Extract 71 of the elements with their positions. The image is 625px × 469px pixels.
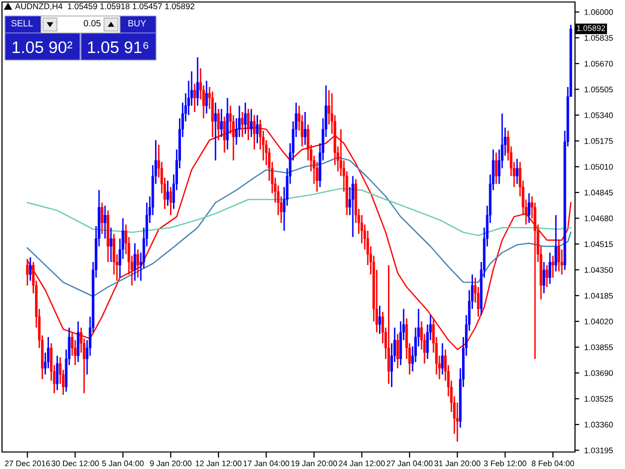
y-tick-label: 1.05835 [584,35,613,41]
y-tick-label: 1.03360 [584,422,613,428]
y-tick-label: 1.03690 [584,370,613,376]
x-tick-label: 8 Feb 04:00 [532,460,574,466]
x-tick-label: 19 Jan 20:00 [291,460,338,466]
candlestick [76,320,80,363]
x-tick-label: 31 Jan 20:00 [434,460,480,466]
candlestick [196,56,199,106]
text: 1.05892 [577,25,606,32]
candlestick [256,114,259,144]
y-tick-label: 1.04185 [584,292,613,299]
candlestick [441,342,444,376]
candlestick [166,180,170,206]
y-tick-label: 1.05340 [584,112,613,118]
y-tick-label: 1.04020 [584,318,613,324]
candlestick [169,186,172,216]
candlestick [29,256,32,282]
x-tick-label: 5 Jan 04:00 [102,460,144,466]
x-tick-label: 12 Jan 12:00 [196,460,242,466]
candlestick [214,102,217,162]
y-tick-label: 1.05175 [584,138,613,144]
chart-title: AUDNZD,H4 1.05459 1.05918 1.05457 1.05892 [15,3,194,10]
y-tick-label: 1.05010 [584,164,613,170]
x-tick-label: 9 Jan 20:00 [150,460,192,466]
candlestick [528,192,530,224]
annotation: BUY [128,20,146,26]
candlestick [104,205,106,240]
candlestick [134,242,136,282]
annotation: 0.05 [84,20,101,26]
candlestick [205,80,208,114]
y-tick-label: 1.04350 [584,267,613,273]
candlestick [396,333,399,369]
y-tick-label: 1.04680 [584,216,613,222]
candlestick [552,255,554,278]
candlestick [250,108,253,138]
candlestick [546,264,548,288]
annotation: SELL [11,20,33,26]
x-tick-label: 24 Jan 12:00 [338,460,385,466]
candlestick [110,226,112,263]
y-tick-label: 1.04845 [584,190,613,196]
candlestick [387,264,390,385]
candlestick [193,83,196,113]
candlestick [378,305,382,335]
annotation: 1.05 90² [12,41,72,54]
candlestick [548,252,552,285]
x-tick-label: 3 Feb 12:00 [484,460,526,466]
annotation: 1.05 91⁶ [88,41,148,54]
x-tick-label: 17 Jan 04:00 [244,460,290,466]
candlestick [352,175,354,238]
y-tick-label: 1.04515 [584,241,613,248]
x-tick-label: 27 Dec 2016 [4,460,50,466]
candlestick [516,158,518,185]
candlestick [56,355,59,391]
candlestick [494,152,498,185]
candlestick [554,214,558,272]
x-tick-label: 30 Dec 12:00 [52,460,99,466]
candlestick [100,202,104,235]
y-tick-label: 1.05670 [584,60,613,67]
candlestick [244,102,247,135]
y-tick-label: 1.05505 [584,86,613,92]
y-tick-label: 1.03855 [584,344,613,350]
candlestick [542,261,546,294]
y-tick-label: 1.03195 [584,448,613,454]
candlestick [136,248,140,278]
x-tick-label: 27 Jan 04:00 [386,460,433,466]
candlestick [558,239,560,272]
line-series [26,188,572,236]
candlestick [220,108,223,138]
candlestick [304,111,306,146]
y-tick-label: 1.06000 [584,9,613,15]
y-tick-label: 1.03525 [584,396,613,402]
